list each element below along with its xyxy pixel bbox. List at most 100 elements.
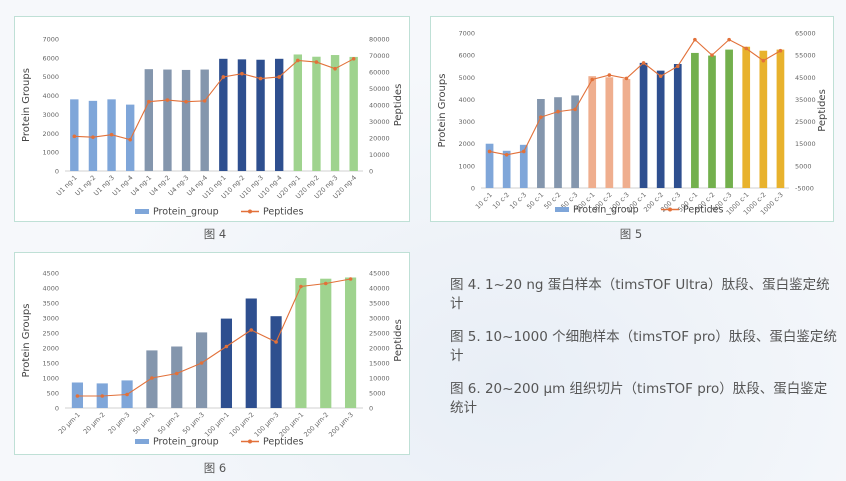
peptides-point <box>221 75 226 79</box>
x-tick-label: 20 μm-2 <box>82 411 107 436</box>
y-tick-label: 6000 <box>458 52 475 60</box>
peptides-line <box>77 278 351 397</box>
y-tick-label: 4000 <box>458 96 475 104</box>
x-tick-label: 50 μm-1 <box>131 411 156 436</box>
x-tick-label: 50 μm-2 <box>156 411 181 436</box>
y2-tick-label: 80000 <box>369 36 390 44</box>
x-tick-label: 100 μm-1 <box>203 411 231 439</box>
y2-axis-title: Peptides <box>817 89 828 132</box>
x-tick-label: 10 c-3 <box>508 191 528 211</box>
bar-protein-group <box>708 55 716 189</box>
bar-protein-group <box>639 62 648 189</box>
y-tick-label: 3000 <box>42 315 59 323</box>
y-axis-title: Protein Groups <box>21 68 32 142</box>
y2-tick-label: 45000 <box>369 270 390 278</box>
bar-protein-group <box>144 69 154 171</box>
x-tick-label: 50 μm-3 <box>181 411 206 436</box>
y2-tick-label: 40000 <box>369 285 390 293</box>
y-tick-label: 5000 <box>458 74 475 82</box>
y2-tick-label: 20000 <box>369 345 390 353</box>
peptides-point <box>109 132 114 137</box>
figure-4-chart: 0100020003000400050006000700001000020000… <box>21 36 404 218</box>
peptides-point <box>199 361 204 365</box>
note-figure-4: 图 4. 1~20 ng 蛋白样本（timsTOF Ultra）肽段、蛋白鉴定统… <box>450 277 830 312</box>
bar-protein-group <box>295 278 307 408</box>
peptides-point <box>128 137 132 142</box>
peptides-point <box>258 76 263 81</box>
figure-5-chart-panel: 0 1000 2000 3000 4000 5000 6000 7000 -5000 5000 15… <box>430 16 834 222</box>
peptides-point <box>91 135 95 139</box>
bar-protein-group <box>349 56 358 171</box>
peptides-point <box>521 149 526 154</box>
y-tick-label: 2000 <box>42 130 59 138</box>
peptides-point <box>147 99 151 104</box>
y2-tick-label: 5000 <box>369 390 386 398</box>
bar-protein-group <box>537 98 545 188</box>
bar-protein-group <box>320 278 332 408</box>
bar-protein-group <box>502 150 511 188</box>
peptides-point <box>556 109 560 114</box>
peptides-point <box>323 281 328 286</box>
legend-swatch-peptides-marker <box>248 439 252 444</box>
y2-tick-label: 50000 <box>369 85 390 93</box>
bar-protein-group <box>554 97 562 188</box>
y-tick-label: 3500 <box>42 300 59 308</box>
figure-5-caption: 图 5 <box>619 227 643 241</box>
y2-tick-label: 45000 <box>795 74 816 82</box>
peptides-point <box>274 340 278 344</box>
bar-protein-group <box>759 50 768 188</box>
y2-tick-label: 15000 <box>795 140 816 148</box>
peptides-point <box>658 74 663 78</box>
y2-tick-label: 70000 <box>369 52 390 60</box>
x-tick-label: 50 c-1 <box>525 191 545 211</box>
peptides-point <box>504 152 509 157</box>
x-tick-label: 200 μm-1 <box>277 411 305 439</box>
y2-tick-label: 0 <box>369 405 373 413</box>
y2-tick-label: 65000 <box>795 30 816 38</box>
peptides-point <box>150 376 154 380</box>
peptides-point <box>240 71 244 76</box>
y-tick-label: 4000 <box>42 285 59 293</box>
legend-label-protein-group: Protein_group <box>573 205 639 216</box>
bar-protein-group <box>588 76 597 188</box>
bar-protein-group <box>725 49 733 188</box>
x-tick-label: 20 μm-1 <box>57 411 82 436</box>
x-tick-label: 10 c-1 <box>474 191 494 211</box>
y2-tick-label: 25000 <box>795 118 816 126</box>
peptides-point <box>333 66 337 71</box>
bar-protein-group <box>219 58 228 171</box>
peptides-point <box>100 394 105 398</box>
legend-swatch-protein-group <box>135 439 149 444</box>
peptides-point <box>249 328 254 332</box>
y-tick-label: 500 <box>47 390 59 398</box>
bar-protein-group <box>274 58 284 171</box>
y-tick-label: 1000 <box>458 162 475 170</box>
bar-protein-group <box>571 95 579 188</box>
bar-protein-group <box>742 46 751 188</box>
peptides-point <box>224 344 229 349</box>
y-tick-label: 2500 <box>42 330 59 338</box>
x-tick-label: 100 μm-2 <box>228 411 256 439</box>
bar-protein-group <box>344 277 357 408</box>
y-tick-label: 4000 <box>42 92 59 100</box>
legend-label-peptides: Peptides <box>263 207 304 218</box>
y2-tick-label: 25000 <box>369 330 390 338</box>
legend-label-protein-group: Protein_group <box>153 207 219 218</box>
bar-protein-group <box>312 56 321 171</box>
figure-6-chart: 0500100015002000250030003500400045000500… <box>21 270 404 448</box>
bar-protein-group <box>125 104 135 171</box>
peptides-point <box>487 149 492 154</box>
peptides-point <box>641 61 646 65</box>
y2-tick-label: 60000 <box>369 69 390 77</box>
x-tick-label: 20 μm-3 <box>107 411 132 436</box>
y-tick-label: 2000 <box>458 140 475 148</box>
legend-label-peptides: Peptides <box>263 437 304 448</box>
peptides-point <box>351 57 356 61</box>
y2-tick-label: 5000 <box>795 162 812 170</box>
peptides-line <box>489 38 781 156</box>
bar-protein-group <box>220 318 233 408</box>
y-axis-title: Protein Groups <box>437 74 448 148</box>
y2-axis-title: Peptides <box>393 319 404 362</box>
note-figure-6: 图 6. 20~200 μm 组织切片（timsTOF pro）肽段、蛋白鉴定统… <box>450 381 828 416</box>
peptides-point <box>296 58 300 63</box>
